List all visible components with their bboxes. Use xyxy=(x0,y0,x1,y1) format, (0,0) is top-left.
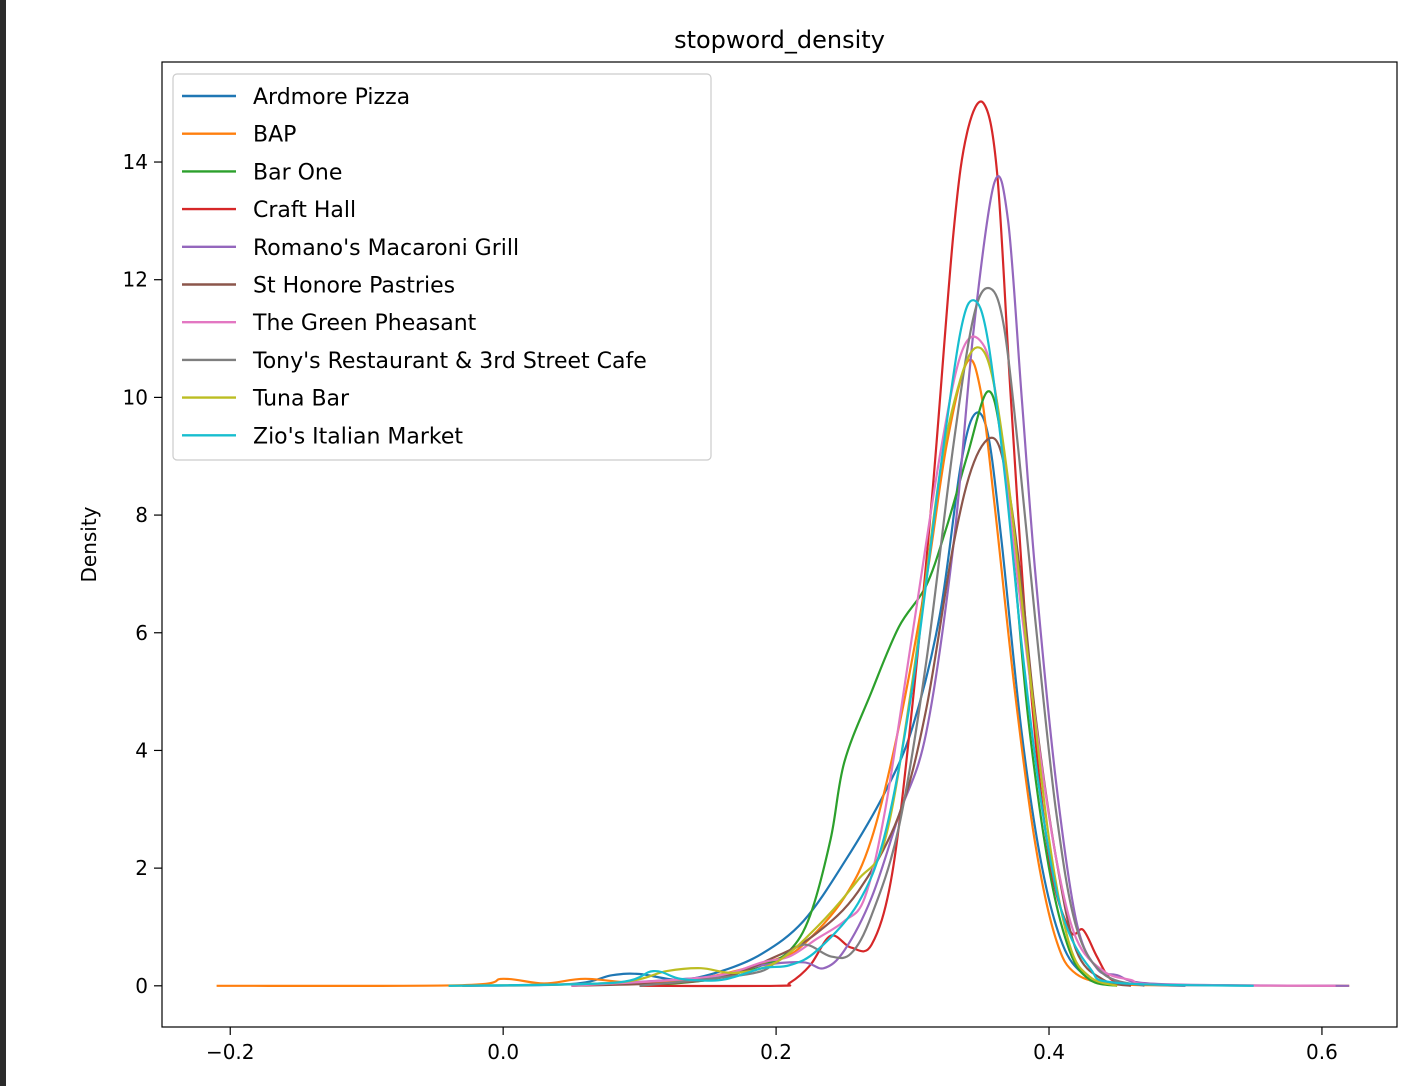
x-axis-ticks: −0.2 0.0 0.2 0.4 0.6 xyxy=(206,1027,1338,1064)
series-line-9 xyxy=(448,299,1254,987)
y-tick-label: 8 xyxy=(135,503,148,527)
legend-label: St Honore Pastries xyxy=(253,274,455,299)
series-line-2 xyxy=(639,390,1118,987)
y-tick-label: 0 xyxy=(135,974,148,998)
y-tick-label: 4 xyxy=(135,738,148,762)
y-tick-label: 12 xyxy=(123,268,148,292)
legend-box xyxy=(172,73,712,461)
y-axis-title: Density xyxy=(77,506,101,582)
y-tick-label: 6 xyxy=(135,621,148,645)
legend-label: BAP xyxy=(253,123,296,148)
window-edge xyxy=(0,0,6,1086)
series-layer xyxy=(216,100,1350,988)
legend-label: Romano's Macaroni Grill xyxy=(253,236,519,261)
x-tick-label: −0.2 xyxy=(206,1040,255,1064)
x-tick-label: 0.6 xyxy=(1306,1040,1338,1064)
axes-frame xyxy=(161,61,1398,1028)
y-tick-label: 2 xyxy=(135,856,148,880)
x-tick-label: 0.4 xyxy=(1033,1040,1065,1064)
chart-title: stopword_density xyxy=(674,26,885,54)
series-line-3 xyxy=(639,100,1132,988)
x-tick-label: 0.2 xyxy=(760,1040,792,1064)
legend-label: Ardmore Pizza xyxy=(253,85,410,110)
y-axis-ticks: 0 2 4 6 8 10 12 14 xyxy=(123,150,162,998)
legend-label: Tony's Restaurant & 3rd Street Cafe xyxy=(252,349,647,374)
series-line-7 xyxy=(639,286,1145,987)
legend-label: Tuna Bar xyxy=(252,387,350,412)
legend-label: The Green Pheasant xyxy=(252,311,477,336)
legend-label: Bar One xyxy=(253,160,342,185)
y-tick-label: 10 xyxy=(123,385,148,409)
legend: Ardmore Pizza BAP Bar One Craft Hall Romano'… xyxy=(172,73,712,461)
x-tick-label: 0.0 xyxy=(487,1040,519,1064)
series-line-0 xyxy=(462,411,1186,987)
legend-label: Craft Hall xyxy=(253,198,356,223)
y-tick-label: 14 xyxy=(123,150,148,174)
legend-label: Zio's Italian Market xyxy=(253,424,463,449)
